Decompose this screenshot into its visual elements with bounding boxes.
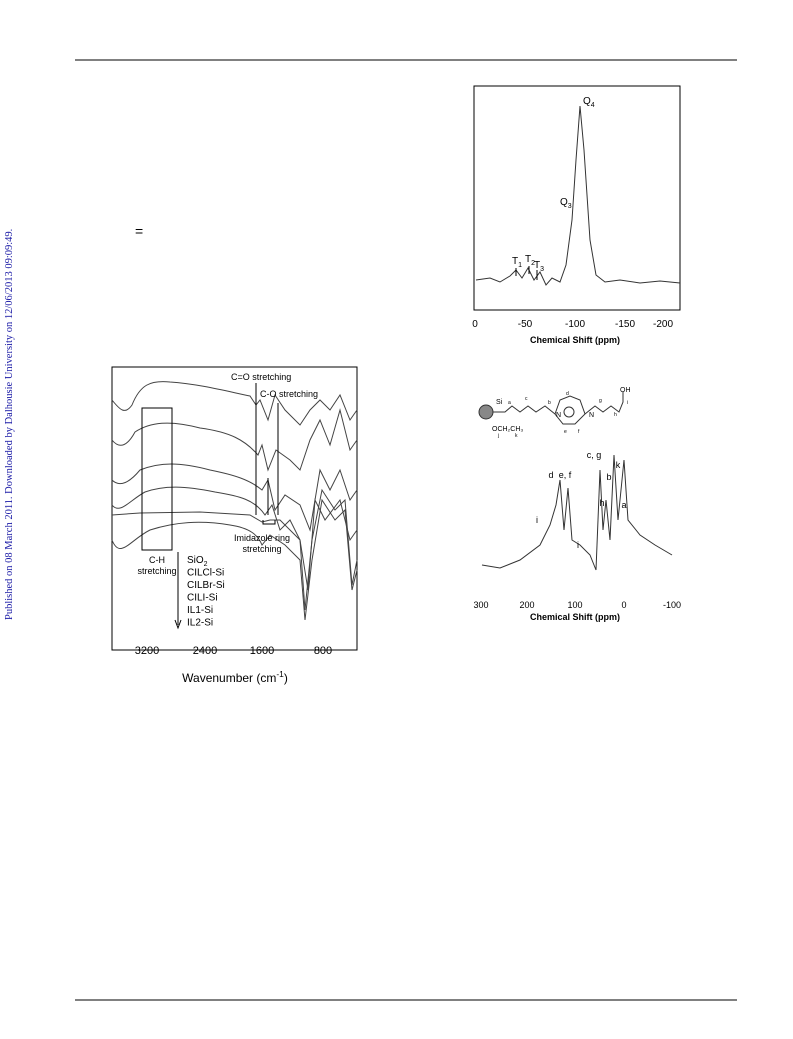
legend-entry-sub: 2	[204, 561, 208, 568]
peak-label-main: T	[534, 260, 540, 271]
legend-entry: CILI-Si	[187, 593, 218, 604]
peak-label-main: T	[512, 256, 518, 267]
peak-label-main: T	[525, 254, 531, 265]
x-tick-label: 300	[473, 600, 488, 610]
ftir-labels: C=O stretching C-O stretching C-H stretc…	[137, 372, 318, 576]
x-axis-title: Chemical Shift (ppm)	[530, 335, 620, 345]
structure-label: a	[508, 400, 511, 406]
structure-label: b	[548, 400, 551, 406]
annotation: Imidazole ring	[234, 533, 290, 543]
x-tick-label: 100	[567, 600, 582, 610]
x-axis-title-end: )	[284, 671, 288, 685]
x-axis-title: Wavenumber (cm-1)	[182, 669, 288, 685]
structure-label: k	[515, 433, 518, 439]
legend-entry-main: CILBr-Si	[187, 580, 225, 591]
peak-label-sub: 2	[531, 260, 535, 267]
legend-entry-main: IL2-Si	[187, 618, 213, 629]
structure-label: e	[564, 429, 567, 435]
legend-entry: IL1-Si	[187, 605, 213, 616]
peak-label-main: Q	[583, 96, 591, 107]
legend-entry: SiO2	[187, 555, 208, 568]
annotation: C-O stretching	[260, 389, 318, 399]
peak-label: Q3	[560, 197, 572, 210]
structure-label: d	[566, 391, 569, 397]
peak-label: d	[548, 470, 553, 480]
structure-label: i	[627, 400, 628, 406]
legend-entry-main: CILI-Si	[187, 593, 218, 604]
annotation: stretching	[137, 566, 176, 576]
legend-entry-main: CILCl-Si	[187, 568, 224, 579]
peak-label: c, g	[587, 450, 602, 460]
structure-label: OCH₂CH₃	[492, 426, 523, 433]
peak-label: h	[599, 498, 604, 508]
peak-label: T3	[534, 260, 544, 273]
peak-label: b	[606, 472, 611, 482]
x-tick-label: 1600	[250, 645, 274, 657]
x-tick-label: 0	[472, 319, 478, 330]
structure-label: g	[599, 398, 602, 404]
x-tick-label: 0	[621, 600, 626, 610]
peak-label: T2	[525, 254, 535, 267]
x-axis-title: Chemical Shift (ppm)	[530, 612, 620, 622]
annotation: C=O stretching	[231, 372, 291, 382]
annotation: C-H	[149, 555, 165, 565]
structure-label: Si	[496, 399, 503, 406]
peak-label: i	[577, 540, 579, 550]
x-tick-label: -50	[518, 319, 533, 330]
structure-label: j	[497, 433, 499, 439]
legend-entry: IL2-Si	[187, 618, 213, 629]
c-nmr-figure	[478, 392, 673, 571]
x-tick-label: 2400	[193, 645, 217, 657]
x-axis-title-main: Wavenumber (cm	[182, 671, 276, 685]
x-tick-label: 800	[314, 645, 332, 657]
peak-label: a	[621, 500, 626, 510]
peak-label-main: Q	[560, 197, 568, 208]
legend-entry: CILCl-Si	[187, 568, 224, 579]
equals-mark: =	[135, 223, 143, 239]
si-nmr-figure	[473, 85, 681, 311]
structure-label: c	[525, 396, 528, 402]
x-tick-label: -200	[653, 319, 673, 330]
peak-label-sub: 4	[591, 102, 595, 109]
structure-label: N	[589, 412, 594, 419]
x-tick-label: -100	[663, 600, 681, 610]
legend-entry: CILBr-Si	[187, 580, 225, 591]
structure-label: N	[556, 412, 561, 419]
peak-label-sub: 3	[540, 266, 544, 273]
x-tick-label: -150	[615, 319, 635, 330]
structure-label: h	[614, 412, 617, 418]
x-tick-label: 3200	[135, 645, 159, 657]
x-tick-label: 200	[519, 600, 534, 610]
structure-label: f	[578, 429, 580, 435]
x-axis-title-sup: -1	[276, 669, 284, 679]
legend-entry-main: SiO	[187, 555, 204, 566]
peak-label-sub: 1	[518, 262, 522, 269]
ftir-figure	[111, 366, 358, 651]
peak-label: i	[536, 515, 538, 525]
x-tick-label: -100	[565, 319, 585, 330]
legend-entry-main: IL1-Si	[187, 605, 213, 616]
peak-label: Q4	[583, 96, 595, 109]
peak-label: k	[616, 460, 621, 470]
peak-label: e, f	[559, 470, 572, 480]
peak-label: T1	[512, 256, 522, 269]
structure-label: OH	[620, 387, 631, 394]
annotation: stretching	[242, 544, 281, 554]
peak-label-sub: 3	[568, 203, 572, 210]
